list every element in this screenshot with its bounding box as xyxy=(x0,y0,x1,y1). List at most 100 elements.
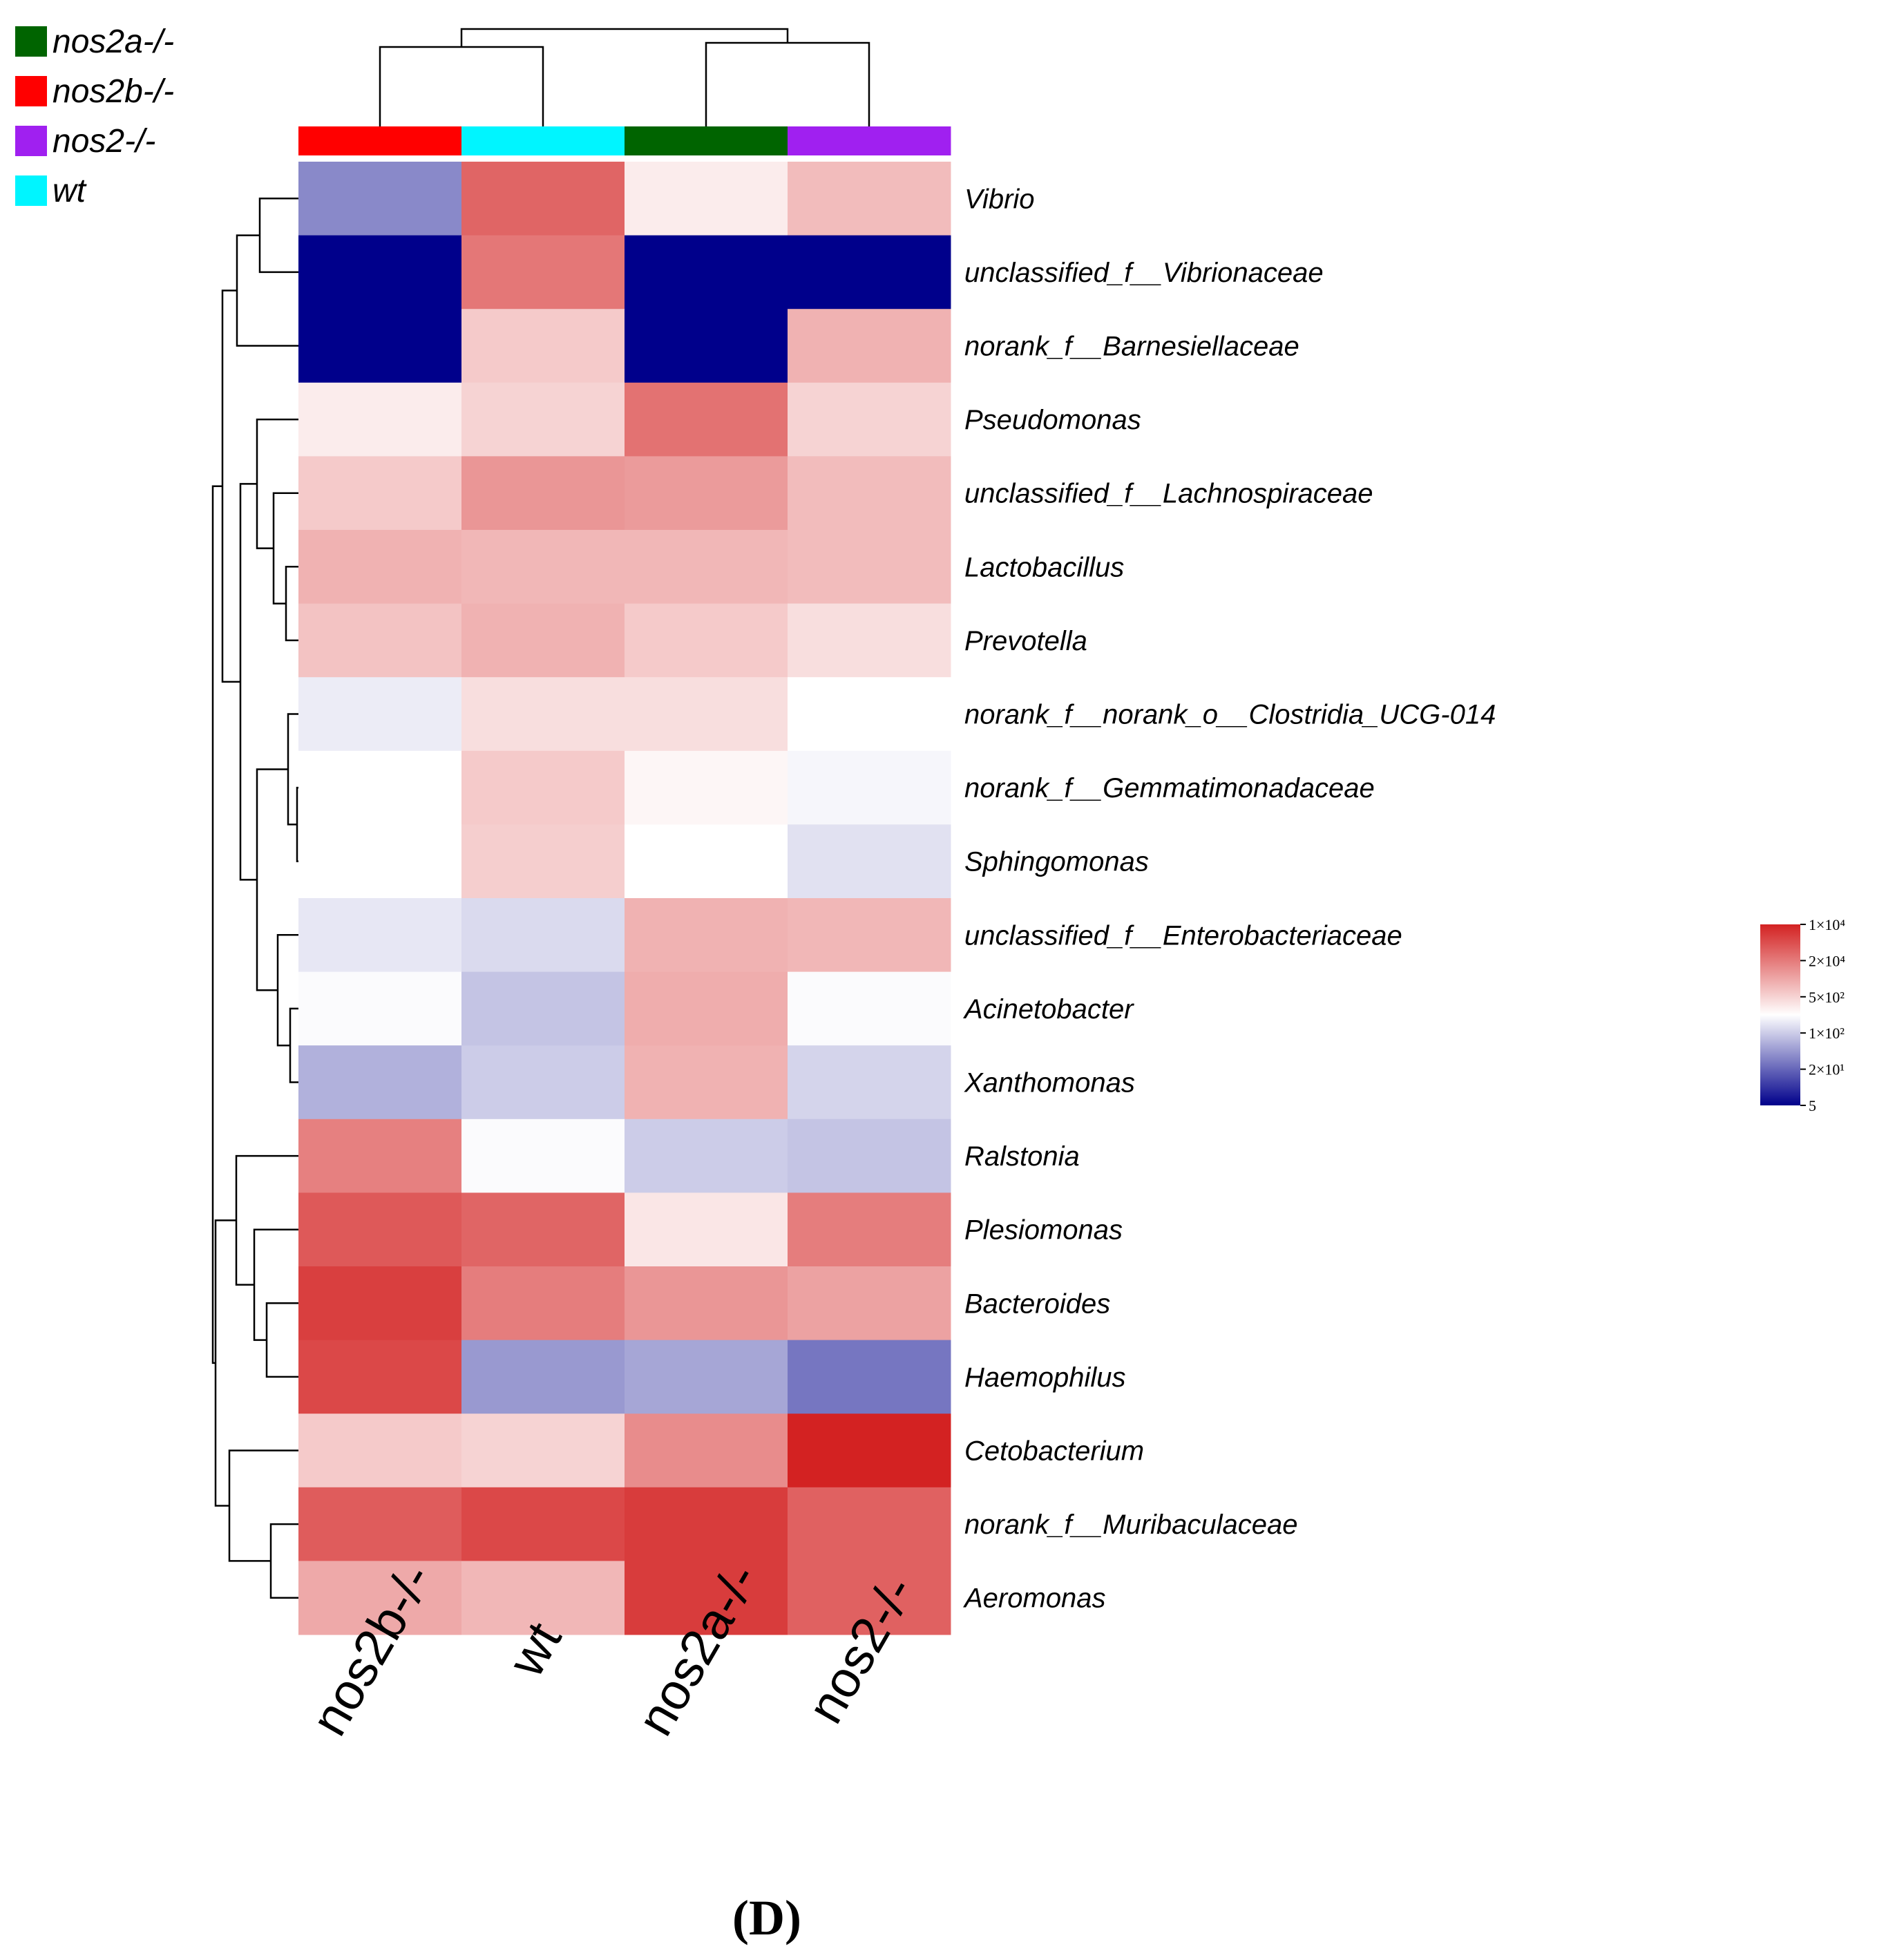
cell-aeromonas-nos2b xyxy=(298,1561,462,1635)
cell-ralstonia-nos2b xyxy=(298,1119,462,1193)
cell-unclassified-f-vibrionaceae-nos2b xyxy=(298,235,462,310)
cell-norank-f-norank-o-clostridia-ucg-014-nos2a xyxy=(625,677,788,752)
color-scale-label-1: 2×10⁴ xyxy=(1809,952,1845,969)
cell-unclassified-f-vibrionaceae-nos2a xyxy=(625,235,788,310)
cell-unclassified-f-vibrionaceae-wt xyxy=(461,235,625,310)
row-dendrogram-branch xyxy=(289,1007,298,1083)
cell-xanthomonas-nos2a xyxy=(625,1045,788,1120)
cell-acinetobacter-nos2a xyxy=(625,971,788,1046)
color-scale-label-4: 2×10¹ xyxy=(1809,1061,1845,1078)
cell-aeromonas-nos2 xyxy=(788,1561,951,1635)
row-label-acinetobacter: Acinetobacter xyxy=(963,994,1134,1025)
row-label-plesiomonas: Plesiomonas xyxy=(964,1215,1123,1246)
cell-norank-f-barnesiellaceae-nos2 xyxy=(788,309,951,383)
row-label-ralstonia: Ralstonia xyxy=(964,1141,1080,1172)
legend-swatch-nos2a xyxy=(15,26,47,57)
cell-unclassified-f-enterobacteriaceae-nos2a xyxy=(625,898,788,973)
column-dendrogram-branch xyxy=(379,46,544,126)
row-label-norank-f-muribaculaceae: norank_f__Muribaculaceae xyxy=(964,1510,1298,1540)
cell-norank-f-gemmatimonadaceae-nos2b xyxy=(298,750,462,825)
row-label-norank-f-barnesiellaceae: norank_f__Barnesiellaceae xyxy=(964,332,1299,362)
cell-norank-f-muribaculaceae-nos2b xyxy=(298,1487,462,1561)
legend-swatch-nos2b xyxy=(15,76,47,106)
cell-bacteroides-wt xyxy=(461,1266,625,1341)
cell-vibrio-nos2b xyxy=(298,162,462,236)
row-dendrogram-branch xyxy=(276,934,298,1047)
color-scale-label-5: 5 xyxy=(1809,1097,1816,1114)
cell-cetobacterium-nos2a xyxy=(625,1414,788,1488)
row-dendrogram-branch xyxy=(221,289,240,683)
cell-plesiomonas-nos2 xyxy=(788,1192,951,1267)
cell-vibrio-nos2 xyxy=(788,162,951,236)
row-label-xanthomonas: Xanthomonas xyxy=(964,1068,1135,1098)
group-bar-wt xyxy=(461,126,625,155)
cell-unclassified-f-lachnospiraceae-nos2a xyxy=(625,456,788,531)
cell-lactobacillus-nos2 xyxy=(788,530,951,605)
group-bar-nos2 xyxy=(788,126,951,155)
heatmap-cells xyxy=(298,162,951,1635)
cell-norank-f-barnesiellaceae-nos2a xyxy=(625,309,788,383)
row-dendrogram-branch xyxy=(285,566,298,642)
cell-cetobacterium-wt xyxy=(461,1414,625,1488)
cell-norank-f-gemmatimonadaceae-wt xyxy=(461,750,625,825)
color-scale-gradient xyxy=(1760,924,1800,1105)
row-label-norank-f-gemmatimonadaceae: norank_f__Gemmatimonadaceae xyxy=(964,773,1375,803)
cell-prevotella-nos2b xyxy=(298,603,462,678)
cell-unclassified-f-enterobacteriaceae-nos2b xyxy=(298,898,462,973)
column-dendrogram-branch xyxy=(705,41,870,126)
color-scale-bar: 1×10⁴ 2×10⁴ 5×10² 1×10² 2×10¹ 5 xyxy=(1760,916,1845,1114)
row-label-lactobacillus: Lactobacillus xyxy=(964,552,1124,582)
cell-pseudomonas-nos2b xyxy=(298,382,462,457)
row-dendrogram-branch xyxy=(296,786,298,862)
row-label-sphingomonas: Sphingomonas xyxy=(964,847,1149,877)
legend-label-nos2a: nos2a-/- xyxy=(53,23,174,60)
legend-swatch-nos2 xyxy=(15,126,47,156)
cell-norank-f-norank-o-clostridia-ucg-014-nos2 xyxy=(788,677,951,752)
cell-norank-f-barnesiellaceae-wt xyxy=(461,309,625,383)
row-label-bacteroides: Bacteroides xyxy=(964,1288,1110,1319)
row-dendrogram-branch xyxy=(211,485,222,1364)
legend-swatch-wt xyxy=(15,175,47,206)
row-dendrogram-branch xyxy=(256,768,288,991)
cell-bacteroides-nos2b xyxy=(298,1266,462,1341)
cell-plesiomonas-wt xyxy=(461,1192,625,1267)
cell-lactobacillus-wt xyxy=(461,530,625,605)
row-dendrogram-branch xyxy=(239,483,257,881)
cell-unclassified-f-lachnospiraceae-wt xyxy=(461,456,625,531)
cell-aeromonas-wt xyxy=(461,1561,625,1635)
cell-prevotella-nos2a xyxy=(625,603,788,678)
cell-xanthomonas-wt xyxy=(461,1045,625,1120)
row-label-unclassified-f-vibrionaceae: unclassified_f__Vibrionaceae xyxy=(964,258,1324,288)
cell-cetobacterium-nos2b xyxy=(298,1414,462,1488)
column-dendrogram-branch xyxy=(460,28,789,47)
panel-label: (D) xyxy=(732,1890,801,1945)
cell-haemophilus-nos2 xyxy=(788,1340,951,1414)
cell-unclassified-f-enterobacteriaceae-nos2 xyxy=(788,898,951,973)
row-dendrogram-branch xyxy=(269,1523,298,1599)
color-scale-label-3: 1×10² xyxy=(1809,1025,1845,1042)
cell-norank-f-muribaculaceae-nos2a xyxy=(625,1487,788,1561)
row-label-prevotella: Prevotella xyxy=(964,626,1087,656)
row-dendrogram-branch xyxy=(228,1449,298,1562)
row-dendrogram-branch xyxy=(253,1228,298,1341)
cell-aeromonas-nos2a xyxy=(625,1561,788,1635)
cell-bacteroides-nos2 xyxy=(788,1266,951,1341)
cell-sphingomonas-nos2a xyxy=(625,824,788,899)
cell-unclassified-f-vibrionaceae-nos2 xyxy=(788,235,951,310)
cell-pseudomonas-nos2 xyxy=(788,382,951,457)
cell-pseudomonas-wt xyxy=(461,382,625,457)
legend-label-wt: wt xyxy=(53,173,87,209)
row-label-norank-f-norank-o-clostridia-ucg-014: norank_f__norank_o__Clostridia_UCG-014 xyxy=(964,700,1496,730)
cell-vibrio-wt xyxy=(461,162,625,236)
row-dendrogram-branch xyxy=(236,234,298,347)
group-bar-nos2a xyxy=(625,126,788,155)
cell-pseudomonas-nos2a xyxy=(625,382,788,457)
cell-haemophilus-nos2b xyxy=(298,1340,462,1414)
row-dendrogram-branch xyxy=(265,1302,298,1378)
cell-vibrio-nos2a xyxy=(625,162,788,236)
row-dendrogram-branch xyxy=(235,1154,298,1286)
row-dendrogram-branch xyxy=(214,1219,236,1507)
cell-haemophilus-nos2a xyxy=(625,1340,788,1414)
cell-unclassified-f-enterobacteriaceae-wt xyxy=(461,898,625,973)
cell-cetobacterium-nos2 xyxy=(788,1414,951,1488)
